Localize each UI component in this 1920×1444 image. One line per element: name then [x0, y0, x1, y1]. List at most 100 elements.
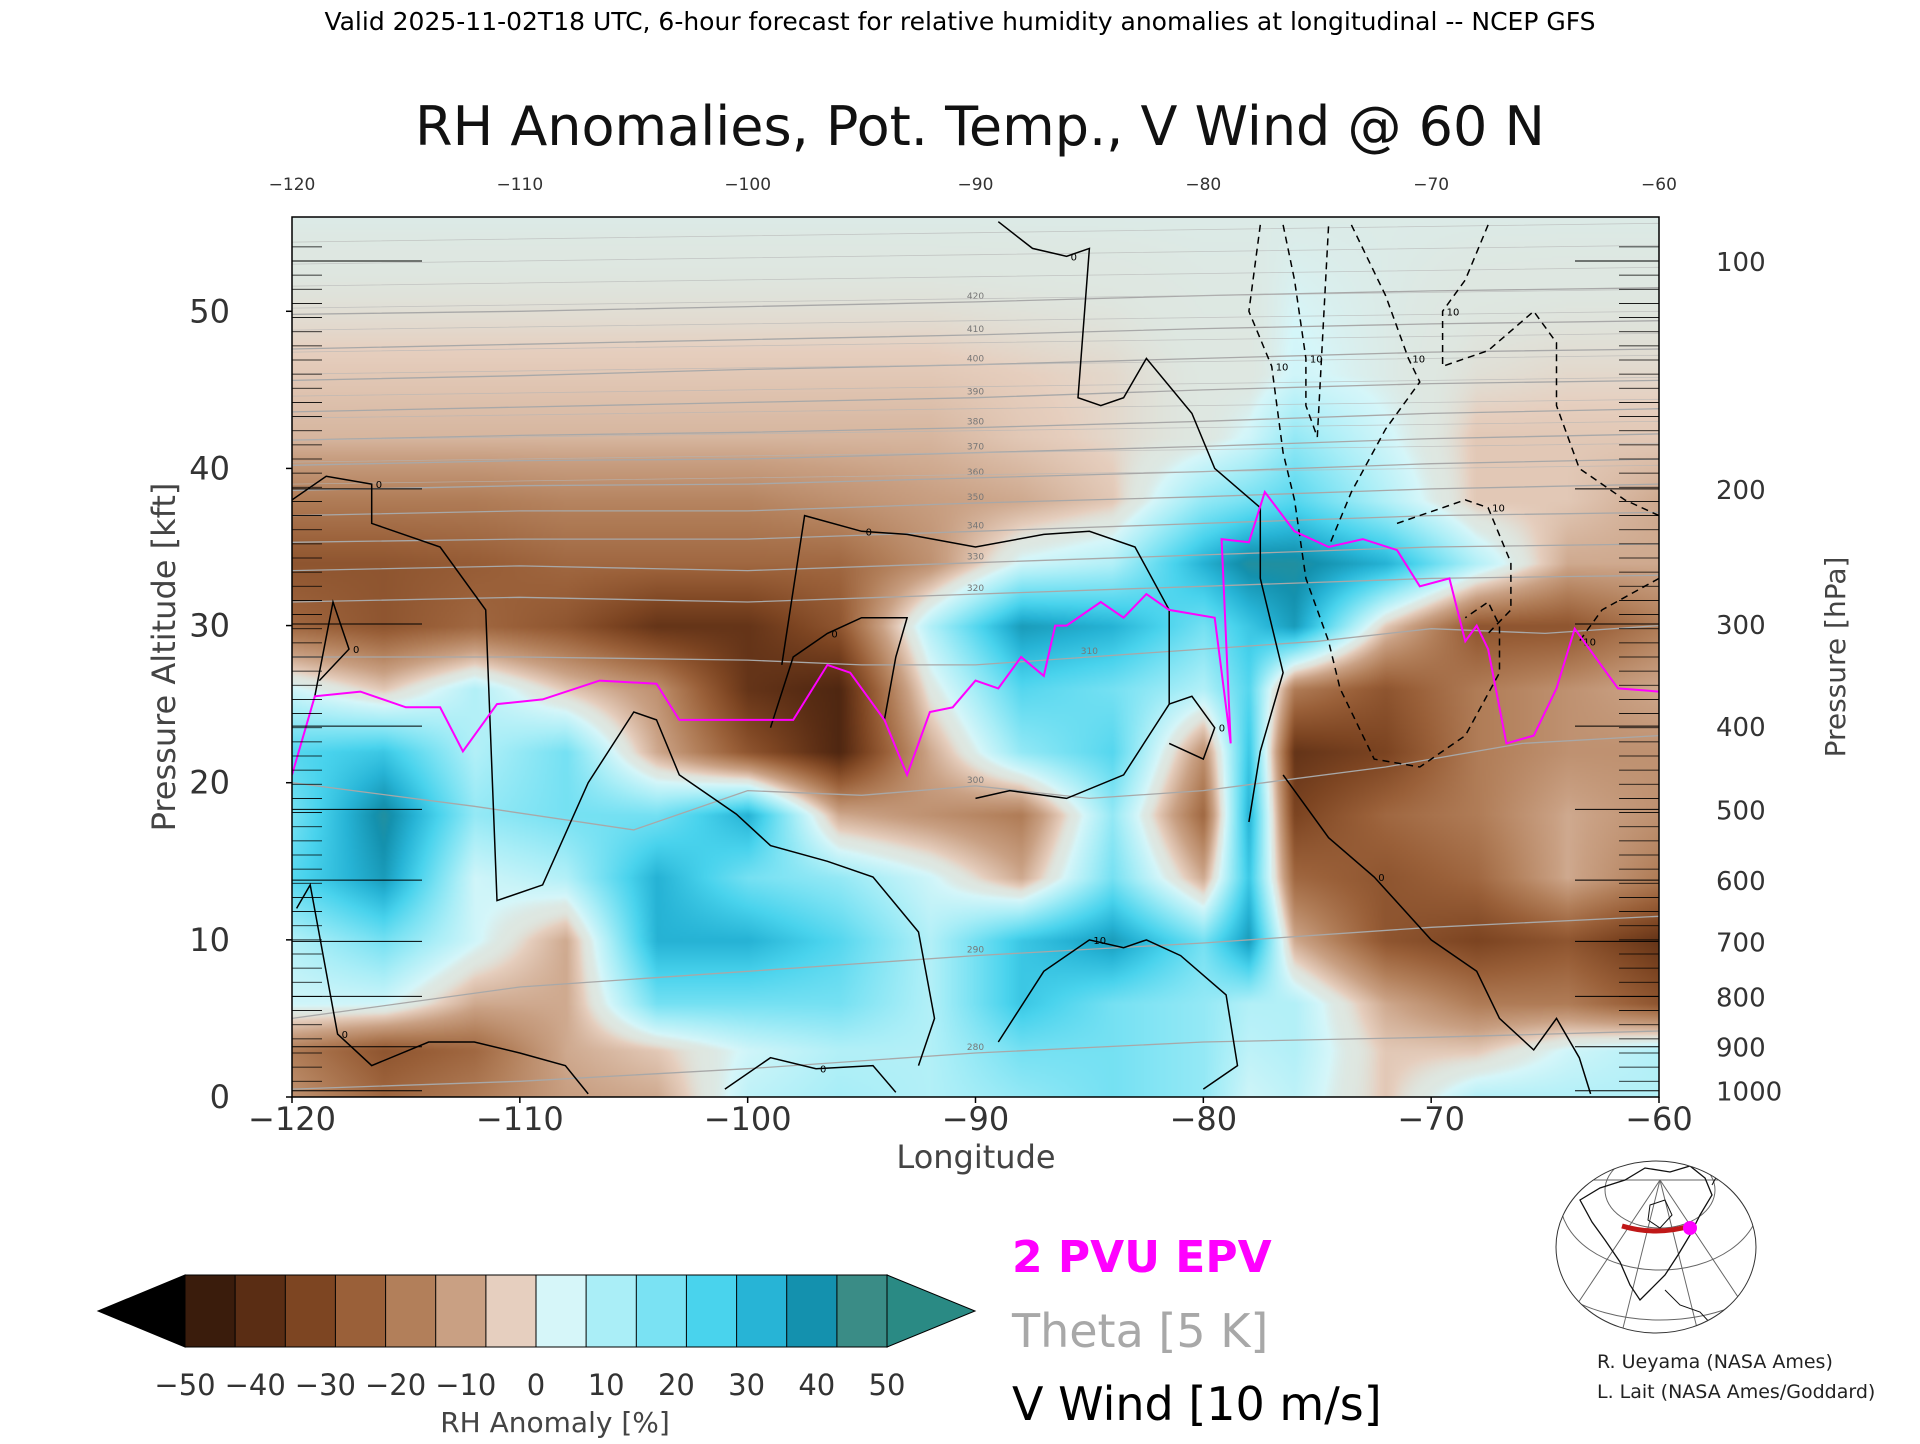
v-wind-contour — [769, 616, 909, 728]
x-tick-label: −120 — [248, 1100, 336, 1138]
theta-contour-360 — [292, 458, 1659, 492]
x-tick-label: −60 — [1625, 1100, 1693, 1138]
theta-contour-290 — [292, 915, 1659, 1020]
v-wind-contour-label: 10 — [1492, 504, 1505, 515]
colorbar-tick-label: −20 — [365, 1368, 426, 1402]
legend-vwind: V Wind [10 m/s] — [1012, 1377, 1382, 1431]
colorbar-swatch — [485, 1274, 537, 1348]
theta-contour-label: 390 — [967, 388, 984, 398]
theta-contour-320 — [292, 574, 1659, 603]
valid-line: Valid 2025-11-02T18 UTC, 6-hour forecast… — [324, 7, 1595, 36]
theta-contour-310 — [292, 624, 1659, 666]
colorbar-swatch — [585, 1274, 638, 1348]
theta-contour-380 — [292, 408, 1659, 441]
theta-contour-330 — [292, 543, 1659, 572]
colorbar-label: RH Anomaly [%] — [440, 1406, 670, 1439]
colorbar-over-arrow — [886, 1274, 977, 1348]
v-wind-contour-negative — [1248, 224, 1501, 768]
y-tick-label: 0 — [210, 1078, 230, 1116]
theta-contour-minor — [292, 266, 1659, 287]
colorbar-swatch — [234, 1274, 287, 1348]
theta-contour-label: 290 — [967, 946, 984, 956]
theta-contour-label: 280 — [967, 1043, 984, 1053]
map-outline — [1555, 1160, 1757, 1334]
colorbar-tick-label: −40 — [225, 1368, 286, 1402]
y-axis-left-label: Pressure Altitude [kft] — [145, 483, 183, 832]
colorbar-tick-label: −30 — [295, 1368, 356, 1402]
colorbar-swatch — [635, 1274, 688, 1348]
y-axis-right-label: Pressure [hPa] — [1819, 557, 1852, 758]
v-wind-contour-negative — [1441, 224, 1659, 517]
x-tick-label: −100 — [704, 1100, 792, 1138]
y-tick-label: 10 — [189, 921, 230, 959]
theta-contour-minor — [292, 354, 1659, 375]
theta-contour-minor — [292, 310, 1659, 331]
colorbar-tick-label: −10 — [435, 1368, 496, 1402]
location-marker — [1683, 1221, 1697, 1235]
y-tick-label: 50 — [189, 292, 230, 330]
v-wind-contour-negative — [1578, 577, 1659, 642]
v-wind-contour-label: 10 — [1447, 307, 1460, 318]
x-tick-label-top: −110 — [496, 175, 543, 195]
v-wind-contour-negative — [1282, 224, 1330, 438]
theta-contour-410 — [292, 320, 1659, 350]
v-wind-contour-label: 10 — [1093, 936, 1106, 947]
theta-contour-label: 320 — [967, 584, 984, 594]
theta-contour-label: 400 — [967, 355, 984, 365]
theta-contour-minor — [292, 288, 1659, 309]
pressure-tick-label: 900 — [1716, 1034, 1766, 1064]
x-axis-label: Longitude — [896, 1138, 1055, 1176]
colorbar-swatch — [535, 1274, 588, 1348]
theta-contour-minor — [292, 244, 1659, 265]
theta-contour-350 — [292, 483, 1659, 517]
theta-contour-390 — [292, 379, 1659, 413]
locator-map — [1555, 1160, 1757, 1334]
colorbar-swatch — [385, 1274, 437, 1348]
legend-theta: Theta [5 K] — [1011, 1304, 1268, 1358]
pressure-tick-label: 700 — [1716, 928, 1766, 958]
credit-line-1: R. Ueyama (NASA Ames) — [1597, 1351, 1833, 1373]
v-wind-contour — [314, 599, 350, 697]
y-axis-left: 0 10 20 30 40 50 — [189, 292, 292, 1116]
legend: 2 PVU EPV Theta [5 K] V Wind [10 m/s] — [1011, 1232, 1382, 1431]
v-wind-contour-label: 0 — [820, 1065, 826, 1076]
pressure-tick-label: 500 — [1716, 796, 1766, 826]
x-tick-label: −110 — [476, 1100, 564, 1138]
v-wind-contours: 0 0 0 0 0 0 0 10 0 0 10 10 10 10 10 10 — [292, 221, 1659, 1095]
v-wind-contour-negative — [1327, 224, 1421, 548]
y-tick-label: 30 — [189, 607, 230, 645]
v-wind-contour — [295, 882, 589, 1095]
x-tick-label-top: −120 — [269, 175, 316, 195]
theta-contour-label: 330 — [967, 553, 984, 563]
epv-2pvu-line — [292, 489, 1659, 778]
v-wind-contour-label: 10 — [1583, 637, 1596, 648]
colorbar-swatch — [334, 1274, 387, 1348]
y-tick-label: 40 — [189, 449, 230, 487]
theta-contour-minor — [292, 222, 1659, 243]
v-wind-contour — [724, 1056, 897, 1093]
v-wind-contour — [997, 939, 1239, 1090]
v-wind-contour-label: 10 — [1310, 354, 1323, 365]
theta-contour-minor — [292, 398, 1659, 419]
y-tick-label: 20 — [189, 764, 230, 802]
pressure-tick-label: 400 — [1716, 713, 1766, 743]
x-tick-label: −80 — [1170, 1100, 1238, 1138]
theta-contour-label: 410 — [967, 325, 984, 335]
pressure-tick-label: 300 — [1716, 611, 1766, 641]
colorbar-swatch — [736, 1274, 788, 1348]
chart-title: RH Anomalies, Pot. Temp., V Wind @ 60 N — [415, 95, 1545, 158]
theta-contour-minor — [292, 376, 1659, 397]
v-wind-contour-label: 0 — [1071, 252, 1077, 263]
colorbar-tick-label: 0 — [527, 1368, 545, 1402]
theta-contour-280 — [292, 1030, 1659, 1090]
theta-contour-label: 380 — [967, 418, 984, 428]
pressure-tick-label: 1000 — [1716, 1078, 1782, 1108]
v-wind-contour-label: 10 — [1412, 354, 1425, 365]
theta-contour-minor — [292, 332, 1659, 353]
map-graticule — [1556, 1161, 1756, 1333]
theta-contour-420 — [292, 287, 1659, 316]
theta-contours: 280 290 300 310 320 330 340 350 360 370 380 390 400 4… — [292, 222, 1659, 1090]
v-wind-contour — [997, 221, 1284, 823]
v-wind-contour-label: 0 — [376, 480, 382, 491]
